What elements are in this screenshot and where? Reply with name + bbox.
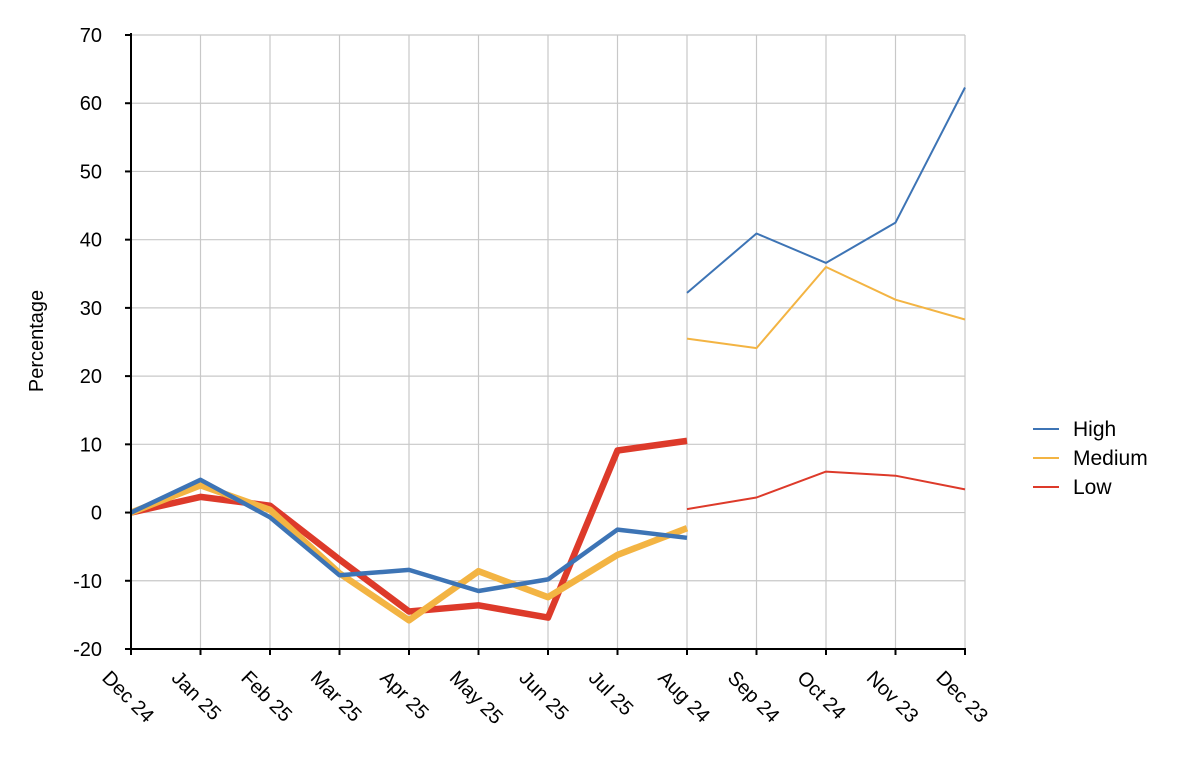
x-tick-label: Sep 24 xyxy=(723,667,783,727)
series-line-high-thick xyxy=(130,477,688,594)
y-tick-label: 10 xyxy=(80,434,102,456)
y-tick-label: 70 xyxy=(80,25,102,47)
y-tick-label: 20 xyxy=(80,366,102,388)
x-tick-label: Oct 24 xyxy=(792,667,849,724)
x-tick-label: Feb 25 xyxy=(236,667,296,727)
y-tick-label: -20 xyxy=(73,639,102,661)
x-tick-label: Aug 24 xyxy=(653,667,713,727)
legend-label-high: High xyxy=(1073,418,1116,441)
x-tick-label: Jul 25 xyxy=(584,667,637,720)
y-tick-labels: -20 -10 0 10 20 30 40 50 60 70 xyxy=(73,25,102,661)
x-tick-label: Jan 25 xyxy=(167,667,225,725)
series-lines xyxy=(129,87,966,624)
x-tick-labels: Dec 24 Jan 25 Feb 25 Mar 25 Apr 25 May 25 Jun … xyxy=(97,667,991,729)
legend: High Medium Low xyxy=(1033,418,1148,499)
y-tick-label: -10 xyxy=(73,571,102,593)
y-axis-title: Percentage xyxy=(26,290,48,392)
series-line-low-thick xyxy=(130,437,688,621)
grid-lines xyxy=(130,34,966,650)
legend-label-low: Low xyxy=(1073,476,1112,499)
series-line-medium-thin xyxy=(686,266,966,350)
series-line-low-thin xyxy=(686,470,966,511)
legend-label-medium: Medium xyxy=(1073,447,1148,470)
y-tick-label: 60 xyxy=(80,93,102,115)
y-tick-label: 0 xyxy=(91,503,102,525)
x-tick-label: Dec 23 xyxy=(931,667,991,727)
y-tick-label: 50 xyxy=(80,161,102,183)
axes xyxy=(125,33,966,655)
series-line-high-thin xyxy=(686,87,966,294)
x-tick-label: Dec 24 xyxy=(97,667,157,727)
x-tick-label: Mar 25 xyxy=(306,667,366,727)
x-tick-label: Nov 23 xyxy=(862,667,922,727)
y-tick-label: 40 xyxy=(80,230,102,252)
y-tick-label: 30 xyxy=(80,298,102,320)
x-tick-label: May 25 xyxy=(445,667,507,729)
x-tick-label: Jun 25 xyxy=(514,667,572,725)
x-tick-label: Apr 25 xyxy=(375,667,432,724)
